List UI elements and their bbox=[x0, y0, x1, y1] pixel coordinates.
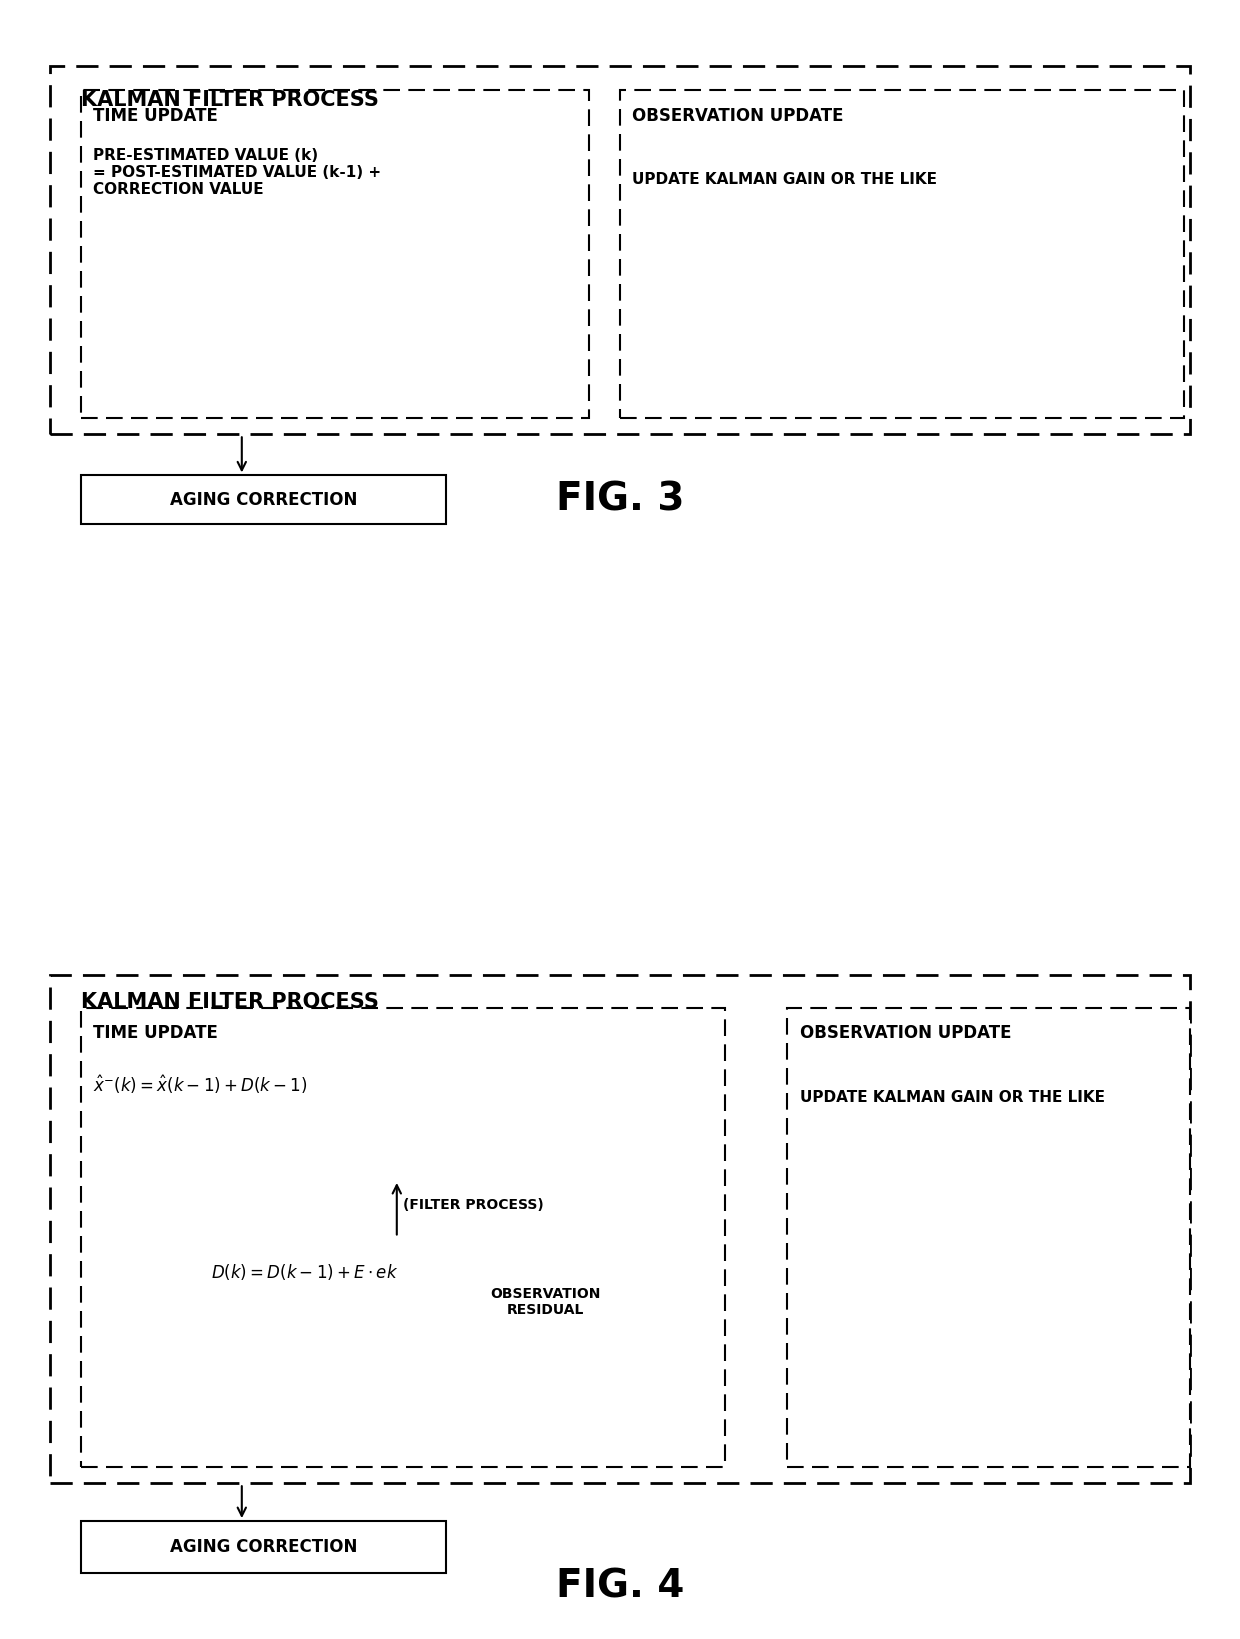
Bar bbox=[81, 90, 589, 418]
Text: OBSERVATION
RESIDUAL: OBSERVATION RESIDUAL bbox=[490, 1287, 601, 1316]
Text: AGING CORRECTION: AGING CORRECTION bbox=[170, 1539, 358, 1555]
Text: AGING CORRECTION: AGING CORRECTION bbox=[170, 492, 358, 508]
Bar bbox=[50, 66, 1190, 434]
Bar bbox=[81, 475, 446, 524]
Text: (FILTER PROCESS): (FILTER PROCESS) bbox=[403, 1198, 544, 1211]
Text: TIME UPDATE: TIME UPDATE bbox=[93, 1024, 218, 1042]
Text: UPDATE KALMAN GAIN OR THE LIKE: UPDATE KALMAN GAIN OR THE LIKE bbox=[800, 1090, 1105, 1105]
Text: $\hat{x}^{-}(k) = \hat{x}(k-1)+D(k-1)$: $\hat{x}^{-}(k) = \hat{x}(k-1)+D(k-1)$ bbox=[93, 1074, 308, 1096]
Bar bbox=[81, 1521, 446, 1573]
Text: OBSERVATION UPDATE: OBSERVATION UPDATE bbox=[800, 1024, 1012, 1042]
Bar bbox=[81, 1008, 725, 1467]
Text: PRE-ESTIMATED VALUE (k)
= POST-ESTIMATED VALUE (k-1) +
CORRECTION VALUE: PRE-ESTIMATED VALUE (k) = POST-ESTIMATED… bbox=[93, 148, 381, 197]
Text: UPDATE KALMAN GAIN OR THE LIKE: UPDATE KALMAN GAIN OR THE LIKE bbox=[632, 172, 937, 187]
Text: $D(k) = D(k-1)+E \cdot ek$: $D(k) = D(k-1)+E \cdot ek$ bbox=[211, 1262, 398, 1282]
Bar bbox=[620, 90, 1184, 418]
Text: FIG. 4: FIG. 4 bbox=[556, 1567, 684, 1606]
Text: OBSERVATION UPDATE: OBSERVATION UPDATE bbox=[632, 107, 844, 125]
Bar bbox=[50, 975, 1190, 1483]
Text: FIG. 3: FIG. 3 bbox=[556, 480, 684, 520]
Bar bbox=[787, 1008, 1190, 1467]
Text: TIME UPDATE: TIME UPDATE bbox=[93, 107, 218, 125]
Text: KALMAN FILTER PROCESS: KALMAN FILTER PROCESS bbox=[81, 992, 378, 1011]
Text: KALMAN FILTER PROCESS: KALMAN FILTER PROCESS bbox=[81, 90, 378, 110]
